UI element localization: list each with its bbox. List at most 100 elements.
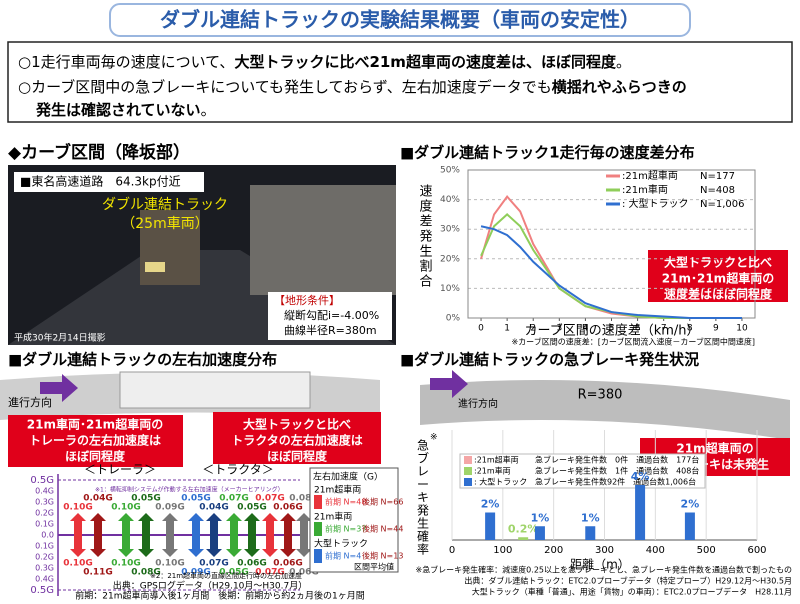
- y-axis-label: 発: [419, 230, 432, 245]
- x-tick-label: 5: [609, 324, 615, 334]
- location: ■東名高速道路 64.3kp付近: [20, 174, 181, 189]
- bar: [518, 537, 529, 540]
- arrow-up: [162, 513, 178, 535]
- x-axis-label: カーブ区間の速度差（km/h）: [524, 323, 699, 339]
- value-label: 0.05G: [181, 494, 211, 504]
- legend-label: N=177: [700, 171, 735, 182]
- summary-box: [7, 41, 793, 123]
- axis-label: 0.2G: [35, 553, 54, 562]
- y-axis-label: 生: [419, 245, 432, 260]
- y-tick-label: 40%: [440, 195, 460, 205]
- arrow-down: [262, 535, 278, 557]
- annotation-text: ほぼ同程度: [267, 449, 328, 464]
- y-axis-label: 速: [419, 185, 432, 200]
- arrow-up: [244, 513, 260, 535]
- truck: [119, 371, 311, 409]
- value-label: 0.06G: [273, 503, 303, 513]
- note: ※急ブレーキ発生確率：減速度0.25以上を急ブレーキとし、急ブレーキ発生件数を通…: [415, 565, 792, 575]
- y-axis-label: ー: [417, 478, 429, 492]
- value-label: 0.10G: [63, 559, 93, 569]
- annotation-text: ほぼ同程度: [65, 449, 126, 464]
- bar: [534, 526, 545, 540]
- arrow-down: [296, 535, 312, 557]
- photo-date: 平成30年2月14日撮影: [14, 332, 106, 344]
- axis-label: 0.5G: [30, 585, 54, 596]
- terrain-text: 縦断勾配i=-4.00%: [284, 308, 379, 322]
- direction-arrow: [430, 370, 468, 398]
- x-tick-label: 100: [493, 545, 512, 556]
- legend-label: 後期 N=44: [362, 524, 403, 534]
- x-tick-label: 500: [697, 545, 716, 556]
- note: ※カーブ区間の速度差：[カーブ区間流入速度－カーブ区間中間速度]: [511, 337, 755, 347]
- y-axis-label: 発: [417, 504, 429, 518]
- legend-swatch: [464, 467, 472, 475]
- value-label: 0.10G: [155, 559, 185, 569]
- annotation-box: [648, 250, 788, 302]
- summary-text: ○1走行車両毎の速度について、: [18, 53, 234, 71]
- y-axis-label: 生: [417, 517, 429, 531]
- annotation-text: 21m車両･21m超車両の: [27, 417, 163, 432]
- terrain-text: 曲線半径R=380m: [284, 323, 377, 337]
- arrow-up: [138, 513, 154, 535]
- bar: [485, 512, 496, 540]
- value-label: 0.05G: [131, 494, 161, 504]
- legend-box: [459, 453, 706, 489]
- value-label: 0.10G: [111, 559, 141, 569]
- legend-label: 後期 N=13: [362, 551, 403, 561]
- arrow-down: [206, 535, 222, 557]
- x-axis-label: 距離（m）: [570, 558, 630, 572]
- annotation-text: トレーラの左右加速度は: [29, 433, 161, 448]
- arrow-down: [70, 535, 86, 557]
- value-label: 4%: [631, 470, 650, 483]
- y-axis-label: 確: [417, 529, 429, 544]
- y-axis-label: 合: [419, 275, 432, 290]
- arrow-down: [188, 535, 204, 557]
- value-label: 0.06G: [237, 559, 267, 569]
- road-label: R=380: [578, 388, 623, 403]
- value-label: 0.11G: [83, 568, 113, 578]
- axis-label: 0.4G: [35, 487, 54, 496]
- value-label: 0.07G: [255, 568, 285, 578]
- value-label: 0.08G: [289, 494, 319, 504]
- annotation-box: [8, 415, 183, 467]
- legend-label: 前期 N=37: [325, 524, 366, 534]
- value-label: 0.04G: [199, 503, 229, 513]
- legend-box: [309, 467, 399, 573]
- arrow-down: [226, 535, 242, 557]
- legend-label: 後期 N=66: [362, 497, 403, 507]
- legend-label: 21m車両: [314, 511, 352, 523]
- annotation-text: 21m･21m超車両の: [662, 271, 774, 286]
- value-label: 0.05G: [219, 568, 249, 578]
- arrow-up: [188, 513, 204, 535]
- plot-frame: [467, 169, 756, 319]
- x-tick-label: 200: [544, 545, 563, 556]
- axis-label: 0.1G: [35, 520, 54, 529]
- legend-label: 区間平均値: [354, 562, 394, 572]
- value-label: 0.05G: [237, 503, 267, 513]
- annotation-text: 速度差はほぼ同程度: [664, 287, 773, 302]
- legend-label: N=1,006: [700, 199, 745, 210]
- y-tick-label: 0%: [446, 314, 461, 324]
- summary-line: 発生は確認されていない。: [35, 101, 216, 119]
- value-label: 2%: [681, 498, 700, 511]
- legend-swatch: [314, 495, 322, 509]
- summary-line: ○カーブ区間中の急ブレーキについても発生しておらず、左右加速度データでも横揺れや…: [18, 78, 687, 96]
- note: 出典：ダブル連結トラック：ETC2.0プローブデータ（特定プローブ）H29.12…: [464, 576, 792, 586]
- legend-label: 急ブレーキ発生件数92件 通過台数1,006台: [535, 477, 696, 487]
- summary-text: 。: [201, 101, 216, 119]
- x-tick-label: 400: [646, 545, 665, 556]
- value-label: 0.06G: [273, 559, 303, 569]
- summary-text: 。: [616, 53, 631, 71]
- chart-title: ■ダブル連結トラックの急ブレーキ発生状況: [400, 351, 699, 369]
- y-axis-note: ※: [430, 433, 438, 443]
- location-box: [14, 172, 204, 192]
- summary-bold: 横揺れやふらつきの: [552, 78, 687, 96]
- legend-label: : 大型トラック: [622, 197, 689, 210]
- value-label: 0.10G: [63, 503, 93, 513]
- value-label: 0.07G: [199, 559, 229, 569]
- value-label: 0.08G: [131, 568, 161, 578]
- value-label: 0.07G: [219, 494, 249, 504]
- arrow-up: [118, 513, 134, 535]
- y-tick-label: 20%: [440, 254, 460, 264]
- page-title: ダブル連結トラックの実験結果概要（車両の安定性）: [160, 8, 640, 32]
